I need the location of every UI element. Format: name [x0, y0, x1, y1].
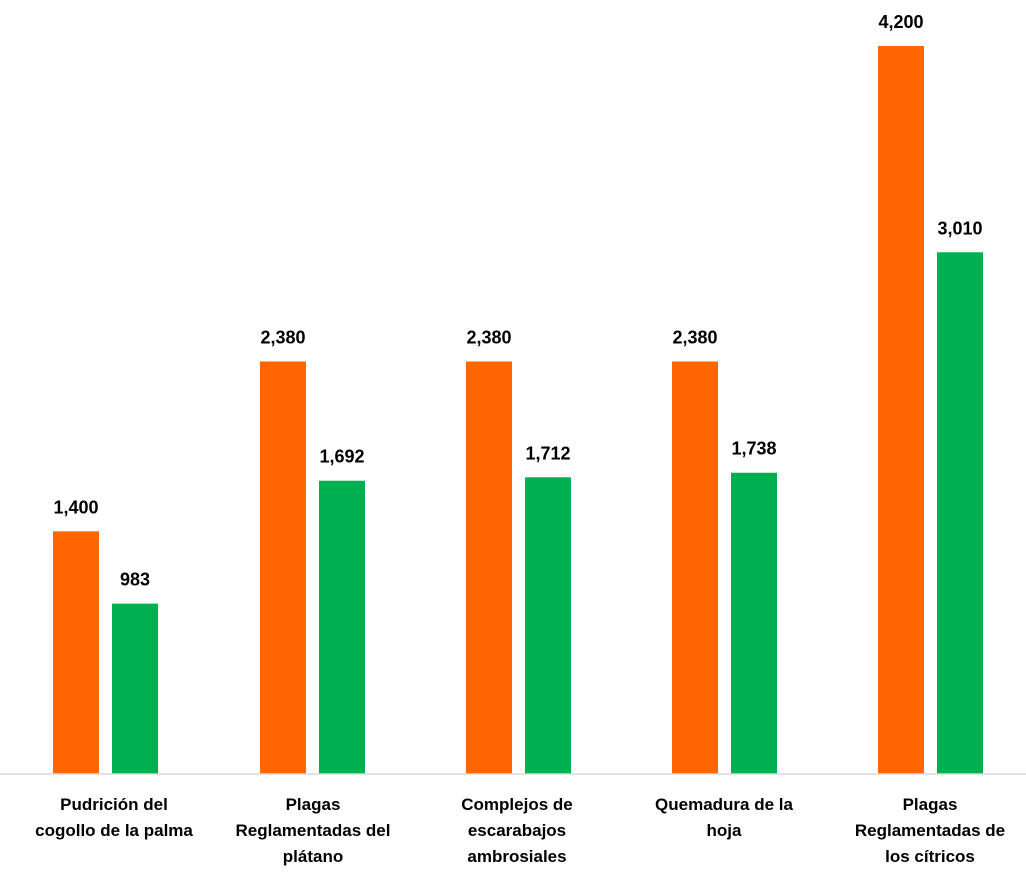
bar-series1-cat2	[260, 361, 306, 774]
category-label-5: Plagas Reglamentadas de los cítricos	[855, 795, 1005, 866]
category-label-line: Plagas	[286, 795, 341, 814]
bars-layer	[53, 46, 983, 774]
category-label-4: Quemadura de la hoja	[655, 795, 793, 840]
bar-series2-cat1	[112, 603, 158, 774]
bar-series2-cat2	[319, 480, 365, 774]
category-label-line: Complejos de	[461, 795, 572, 814]
category-label-line: Quemadura de la	[655, 795, 793, 814]
category-label-line: plátano	[283, 847, 343, 866]
value-label-series1-cat4: 2,380	[672, 327, 717, 347]
value-label-series1-cat2: 2,380	[260, 327, 305, 347]
bar-series2-cat3	[525, 477, 571, 774]
category-label-line: cogollo de la palma	[35, 821, 193, 840]
category-label-line: Pudrición del	[60, 795, 168, 814]
category-label-line: ambrosiales	[467, 847, 566, 866]
category-label-2: Plagas Reglamentadas del plátano	[236, 795, 391, 866]
value-label-series2-cat4: 1,738	[731, 439, 776, 459]
bar-series1-cat3	[466, 361, 512, 774]
category-label-line: Reglamentadas de	[855, 821, 1005, 840]
bar-series2-cat5	[937, 252, 983, 774]
value-label-series1-cat3: 2,380	[466, 327, 511, 347]
bar-series1-cat4	[672, 361, 718, 774]
category-label-1: Pudrición del cogollo de la palma	[35, 795, 193, 840]
bar-series2-cat4	[731, 472, 777, 774]
value-label-series2-cat1: 983	[120, 570, 150, 590]
bar-series1-cat1	[53, 531, 99, 774]
category-label-line: Plagas	[903, 795, 958, 814]
value-label-series1-cat1: 1,400	[53, 497, 98, 517]
category-label-3: Complejos de escarabajos ambrosiales	[461, 795, 572, 866]
value-label-series1-cat5: 4,200	[878, 12, 923, 32]
category-label-line: hoja	[707, 821, 742, 840]
category-labels-layer: Pudrición del cogollo de la palma Plagas Re…	[35, 795, 1005, 866]
value-label-series2-cat5: 3,010	[937, 218, 982, 238]
category-label-line: los cítricos	[885, 847, 975, 866]
value-labels-layer: 1,400 983 2,380 1,692 2,380 1,712 2,380 1,738 4,…	[53, 12, 982, 590]
category-label-line: Reglamentadas del	[236, 821, 391, 840]
bar-series1-cat5	[878, 46, 924, 774]
value-label-series2-cat3: 1,712	[525, 443, 570, 463]
value-label-series2-cat2: 1,692	[319, 447, 364, 467]
category-label-line: escarabajos	[468, 821, 566, 840]
